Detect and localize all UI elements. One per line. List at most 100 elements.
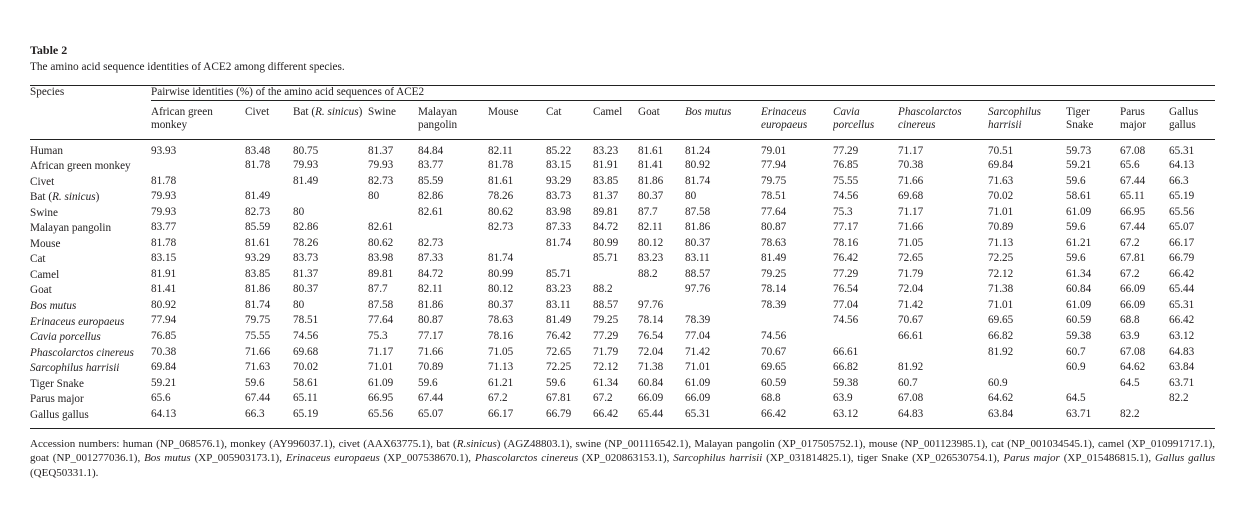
identity-cell: 70.89 — [418, 361, 444, 374]
identity-cell: 59.73 — [1066, 144, 1092, 157]
identity-cell: 71.01 — [988, 205, 1014, 218]
identity-cell: 66.95 — [1120, 205, 1146, 218]
identity-cell: 80.37 — [293, 283, 319, 296]
identity-cell: 67.81 — [1120, 252, 1146, 265]
species-name-italic: Bos mutus — [685, 105, 732, 118]
identity-cell: 71.66 — [898, 221, 924, 234]
identity-cell: 66.42 — [1169, 314, 1195, 327]
identity-cell: 72.04 — [898, 283, 924, 296]
identity-cell: 65.6 — [1120, 159, 1140, 172]
pairwise-identities-group-header: Pairwise identities (%) of the amino aci… — [151, 85, 1216, 101]
identity-cell: 81.37 — [293, 267, 319, 280]
identity-cell: 71.63 — [245, 361, 271, 374]
identity-cell: 66.82 — [988, 329, 1014, 342]
identity-cell: 78.63 — [761, 236, 787, 249]
identity-cell: 70.51 — [988, 144, 1014, 157]
identity-cell: 76.54 — [833, 283, 859, 296]
column-header: Gallus gallus — [1169, 100, 1216, 140]
footnote-text: (XP_007538670.1), — [379, 452, 475, 465]
column-header: Malayan pangolin — [418, 100, 488, 140]
identity-cell: 74.56 — [833, 314, 859, 327]
identity-cell: 81.78 — [245, 159, 271, 172]
identity-cell: 79.25 — [761, 267, 787, 280]
identity-cell: 66.61 — [833, 345, 859, 358]
identity-cell: 63.71 — [1066, 407, 1092, 420]
identity-cell: 71.38 — [638, 361, 664, 374]
identity-cell: 81.24 — [685, 144, 711, 157]
identity-cell — [245, 175, 293, 191]
identity-cell: 68.8 — [761, 392, 781, 405]
identity-cell: 85.59 — [418, 174, 444, 187]
identity-cell: 71.05 — [898, 236, 924, 249]
ace2-identity-table: Species Pairwise identities (%) of the a… — [30, 85, 1216, 430]
identity-cell: 82.2 — [1120, 407, 1140, 420]
column-header: Mouse — [488, 100, 546, 140]
identity-cell: 82.73 — [418, 236, 444, 249]
table-row: Parus major 65.6 67.44 65.11 66.95 67.44 67.2 6… — [30, 392, 1215, 408]
identity-cell: 67.44 — [1120, 174, 1146, 187]
identity-cell: 81.91 — [151, 267, 177, 280]
identity-cell: 79.75 — [761, 174, 787, 187]
footnote-species-italic: Phascolarctos cinereus — [474, 452, 579, 465]
column-header: Cavia porcellus — [833, 100, 898, 140]
identity-cell — [593, 268, 638, 284]
identity-cell: 85.71 — [593, 252, 619, 265]
identity-cell: 79.93 — [293, 159, 319, 172]
table-row: Cat 83.15 93.29 83.73 83.98 87.33 81.74 85.71 83… — [30, 252, 1215, 268]
footnote-text: Accession numbers: human (NP_068576.1), … — [30, 438, 457, 451]
identity-cell: 71.66 — [245, 345, 271, 358]
identity-cell: 71.66 — [898, 174, 924, 187]
species-row-label: Goat — [30, 284, 52, 297]
identity-cell: 81.61 — [245, 236, 271, 249]
identity-cell: 67.2 — [1120, 267, 1140, 280]
identity-cell: 65.19 — [1169, 190, 1195, 203]
identity-cell: 83.48 — [245, 144, 271, 157]
identity-cell: 84.72 — [418, 267, 444, 280]
identity-cell: 81.41 — [638, 159, 664, 172]
identity-cell: 83.77 — [418, 159, 444, 172]
identity-cell: 80.37 — [638, 190, 664, 203]
identity-cell: 69.65 — [988, 314, 1014, 327]
identity-cell: 81.78 — [151, 236, 177, 249]
identity-cell — [833, 330, 898, 346]
identity-cell: 78.26 — [293, 236, 319, 249]
identity-cell: 82.73 — [488, 221, 514, 234]
identity-cell: 58.61 — [293, 376, 319, 389]
identity-cell: 83.85 — [245, 267, 271, 280]
identity-cell: 67.44 — [245, 392, 271, 405]
identity-cell: 66.17 — [1169, 236, 1195, 249]
identity-cell: 71.13 — [988, 236, 1014, 249]
identity-cell: 75.55 — [833, 174, 859, 187]
column-header: Tiger Snake — [1066, 100, 1120, 140]
identity-cell: 66.79 — [546, 407, 572, 420]
identity-cell: 97.76 — [685, 283, 711, 296]
identity-cell — [418, 221, 488, 237]
identity-cell: 83.23 — [593, 144, 619, 157]
footnote-species-italic: Sarcophilus harrisii — [673, 452, 763, 465]
identity-cell: 67.2 — [488, 392, 508, 405]
identity-cell: 78.51 — [293, 314, 319, 327]
identity-cell: 65.31 — [1169, 144, 1195, 157]
species-name-italic: Sarcophilus harrisii — [30, 362, 120, 375]
identity-cell: 72.65 — [546, 345, 572, 358]
column-header: Civet — [245, 100, 293, 140]
identity-cell: 80.62 — [368, 236, 394, 249]
identity-cell: 77.29 — [593, 329, 619, 342]
identity-cell: 63.9 — [833, 392, 853, 405]
identity-cell: 65.11 — [1120, 190, 1145, 203]
accession-numbers-footnote: Accession numbers: human (NP_068576.1), … — [30, 437, 1215, 480]
species-row-label: Cat — [30, 253, 46, 266]
identity-cell: 69.68 — [898, 190, 924, 203]
identity-cell: 66.82 — [833, 361, 859, 374]
identity-cell: 85.71 — [546, 267, 572, 280]
identity-cell: 82.73 — [245, 205, 271, 218]
identity-cell: 78.14 — [761, 283, 787, 296]
column-header: Goat — [638, 100, 685, 140]
footnote-text: (XP_005903173.1), — [190, 452, 286, 465]
identity-cell: 59.6 — [245, 376, 265, 389]
identity-cell: 71.79 — [898, 267, 924, 280]
identity-cell: 59.6 — [418, 376, 438, 389]
identity-cell: 83.11 — [685, 252, 710, 265]
identity-matrix-body: Human 93.93 83.48 80.75 81.37 84.84 82.11 85.22… — [30, 139, 1215, 428]
identity-cell: 59.6 — [1066, 221, 1086, 234]
